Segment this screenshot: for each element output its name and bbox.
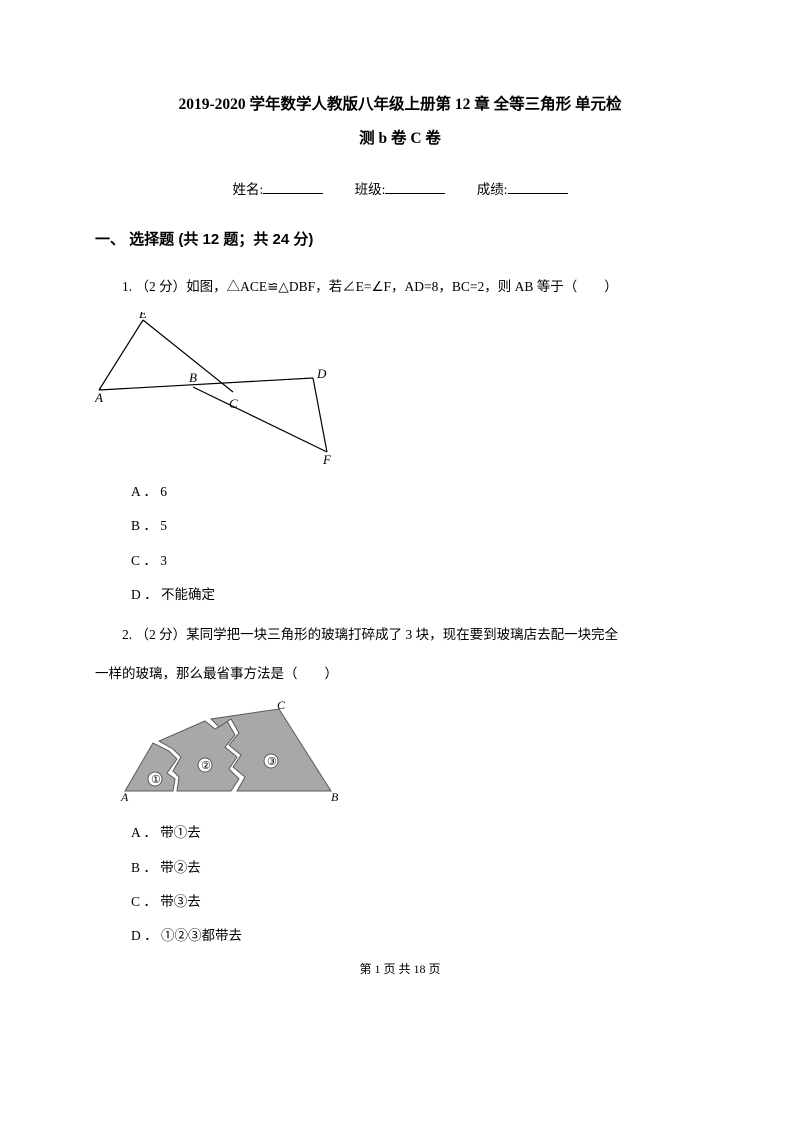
- name-field: 姓名:: [232, 178, 323, 198]
- name-label: 姓名:: [232, 182, 263, 197]
- q2-svg: A B C ① ② ③: [119, 699, 355, 805]
- q2-stem-line1: 2. （2 分）某同学把一块三角形的玻璃打碎成了 3 块，现在要到玻璃店去配一块…: [95, 621, 705, 648]
- title-line-2: 测 b 卷 C 卷: [95, 122, 705, 156]
- q2-stem-line2: 一样的玻璃，那么最省事方法是（ ）: [95, 660, 705, 687]
- q1-label-D: D: [316, 366, 327, 381]
- q1-label-F: F: [322, 452, 332, 464]
- footer-suffix: 页: [426, 962, 441, 976]
- q2-option-B: B ． 带②去: [131, 856, 705, 880]
- q2-label-B: B: [331, 790, 339, 804]
- section-heading: 一、 选择题 (共 12 题；共 24 分): [95, 228, 705, 249]
- page-footer: 第 1 页 共 18 页: [0, 960, 800, 977]
- q1-figure: A E B C D F: [95, 312, 705, 464]
- q2-label-three: ③: [267, 756, 277, 768]
- q1-label-C: C: [229, 396, 238, 411]
- score-blank: [508, 180, 568, 194]
- class-field: 班级:: [355, 178, 446, 198]
- score-field: 成绩:: [477, 178, 568, 198]
- title-line-1: 2019-2020 学年数学人教版八年级上册第 12 章 全等三角形 单元检: [95, 88, 705, 122]
- class-blank: [385, 180, 445, 194]
- score-label: 成绩:: [477, 182, 508, 197]
- q2-option-C: C ． 带③去: [131, 890, 705, 914]
- q2-label-two: ②: [201, 760, 211, 772]
- footer-mid: 页 共: [380, 962, 413, 976]
- student-info-row: 姓名: 班级: 成绩:: [95, 178, 705, 198]
- q1-label-E: E: [138, 312, 147, 321]
- q1-option-C: C ． 3: [131, 549, 705, 573]
- q1-option-A: A ． 6: [131, 480, 705, 504]
- footer-prefix: 第: [359, 962, 374, 976]
- q1-svg: A E B C D F: [95, 312, 347, 464]
- q1-label-A: A: [95, 390, 103, 405]
- q1-stem: 1. （2 分）如图，△ACE≌△DBF，若∠E=∠F，AD=8，BC=2，则 …: [95, 273, 705, 300]
- q1-option-B: B ． 5: [131, 514, 705, 538]
- class-label: 班级:: [355, 182, 386, 197]
- q1-label-B: B: [189, 370, 197, 385]
- q2-label-C: C: [277, 699, 286, 712]
- q2-option-D: D ． ①②③都带去: [131, 924, 705, 948]
- q2-option-A: A ． 带①去: [131, 821, 705, 845]
- name-blank: [263, 180, 323, 194]
- q2-label-A: A: [120, 790, 129, 804]
- q2-figure: A B C ① ② ③: [119, 699, 705, 805]
- document-title: 2019-2020 学年数学人教版八年级上册第 12 章 全等三角形 单元检 测…: [95, 88, 705, 156]
- q1-option-D: D ． 不能确定: [131, 583, 705, 607]
- q2-label-one: ①: [151, 774, 161, 786]
- footer-total: 18: [414, 962, 426, 976]
